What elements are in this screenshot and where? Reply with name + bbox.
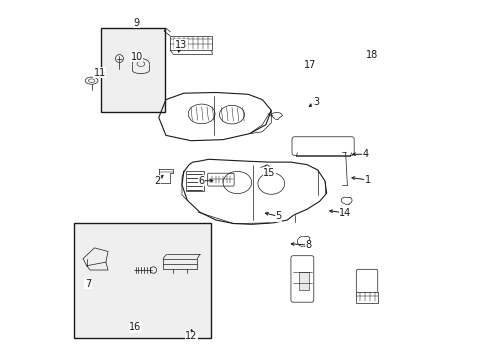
Text: 16: 16 (129, 322, 142, 332)
FancyBboxPatch shape (356, 269, 377, 294)
Bar (356, 292, 377, 302)
Bar (170, 36, 211, 50)
Text: 12: 12 (185, 332, 198, 342)
Text: 18: 18 (366, 50, 378, 60)
Text: 7: 7 (85, 279, 91, 289)
Text: 2: 2 (154, 176, 160, 186)
Text: 14: 14 (338, 208, 351, 218)
Text: 17: 17 (304, 60, 316, 70)
FancyBboxPatch shape (290, 256, 313, 302)
Bar (299, 272, 308, 290)
Text: 1: 1 (364, 175, 370, 185)
Text: 4: 4 (362, 149, 368, 159)
Text: 9: 9 (133, 18, 140, 28)
Text: 5: 5 (275, 211, 281, 221)
Text: 8: 8 (305, 240, 310, 250)
Text: 3: 3 (312, 97, 318, 107)
Text: 6: 6 (198, 176, 204, 186)
FancyBboxPatch shape (291, 137, 353, 156)
Bar (101, 28, 165, 112)
Text: 10: 10 (130, 52, 142, 62)
Text: 13: 13 (174, 40, 186, 50)
FancyBboxPatch shape (207, 173, 234, 186)
Bar (74, 223, 210, 338)
Text: 11: 11 (94, 68, 106, 78)
Text: 15: 15 (263, 168, 275, 178)
Bar (185, 171, 203, 192)
